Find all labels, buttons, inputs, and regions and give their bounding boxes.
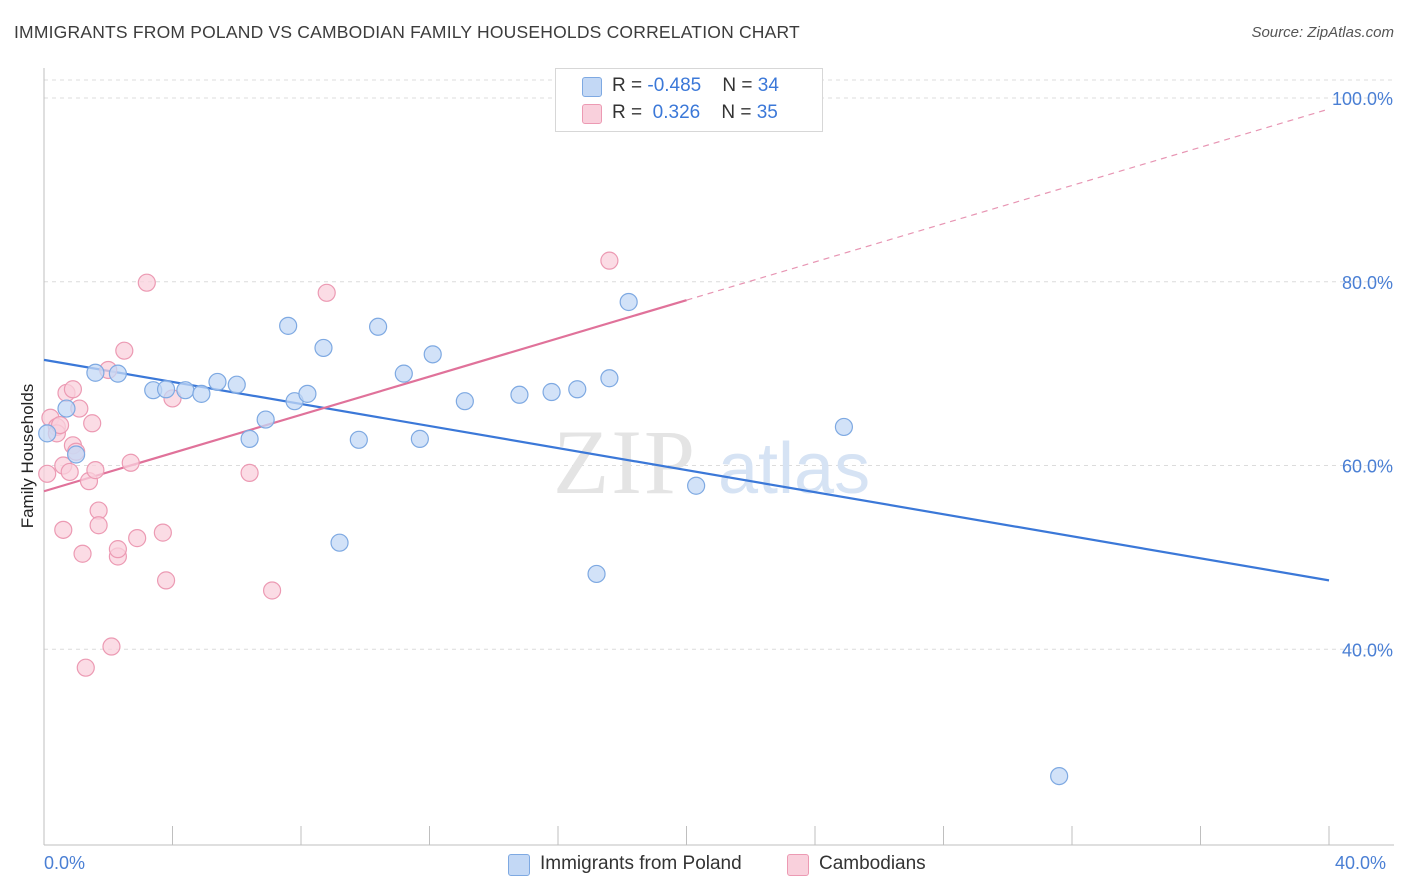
- legend-swatch-poland: [582, 77, 602, 97]
- legend-n-value-poland: 34: [757, 75, 779, 96]
- trend-line-poland: [43, 358, 1330, 582]
- data-point-poland: [256, 410, 275, 429]
- bottom-legend-swatch-poland: [508, 854, 530, 876]
- data-point-cambodians: [153, 523, 172, 542]
- legend-n-label: N =: [721, 102, 757, 123]
- data-point-cambodians: [50, 415, 70, 435]
- gridlines: [44, 79, 1394, 650]
- legend-r-label: R =: [612, 102, 648, 123]
- data-point-cambodians: [73, 544, 92, 563]
- y-tick-label: 60.0%: [1342, 457, 1393, 477]
- data-point-cambodians: [102, 637, 121, 656]
- data-point-cambodians: [262, 581, 282, 600]
- data-point-poland: [410, 429, 429, 448]
- bottom-legend-label-cambodians: Cambodians: [819, 853, 926, 874]
- data-point-cambodians: [89, 516, 108, 535]
- y-tick-labels: 40.0% 60.0% 80.0% 100.0%: [1332, 89, 1393, 660]
- data-point-poland: [542, 382, 561, 402]
- data-point-cambodians: [240, 463, 259, 482]
- data-point-poland: [67, 445, 86, 464]
- y-tick-label: 40.0%: [1342, 640, 1393, 660]
- data-point-cambodians: [38, 464, 57, 483]
- data-point-cambodians: [83, 414, 102, 433]
- points-cambodians: [38, 251, 619, 677]
- data-point-cambodians: [156, 571, 176, 590]
- data-point-poland: [108, 364, 127, 383]
- y-tick-label: 80.0%: [1342, 273, 1393, 293]
- legend-n-value-cambodians: 35: [756, 102, 778, 123]
- legend-r-value-poland: -0.485: [647, 75, 702, 96]
- trend-line-cambodians-extension: [686, 108, 1330, 301]
- data-point-poland: [57, 399, 76, 418]
- data-point-poland: [394, 364, 413, 383]
- watermark-zip: ZIP: [553, 411, 697, 513]
- source-label: Source: ZipAtlas.com: [1251, 24, 1394, 41]
- data-point-cambodians: [600, 251, 619, 270]
- data-point-cambodians: [121, 453, 140, 472]
- y-tick-label: 100.0%: [1332, 89, 1393, 109]
- legend-r-label: R =: [612, 75, 648, 96]
- axes: [43, 68, 1394, 846]
- points-poland: [38, 292, 1069, 786]
- data-point-poland: [38, 424, 57, 443]
- data-point-cambodians: [54, 520, 73, 539]
- data-point-poland: [192, 384, 211, 403]
- watermark-atlas: atlas: [718, 429, 870, 509]
- data-point-poland: [298, 384, 317, 403]
- data-point-poland: [208, 372, 227, 392]
- data-point-cambodians: [86, 461, 105, 480]
- data-point-poland: [176, 381, 195, 400]
- bottom-legend-label-poland: Immigrants from Poland: [540, 853, 742, 874]
- data-point-poland: [619, 292, 638, 312]
- data-point-poland: [834, 417, 854, 437]
- data-point-poland: [587, 564, 606, 584]
- legend-swatch-cambodians: [582, 104, 602, 124]
- data-point-poland: [279, 316, 298, 335]
- data-point-poland: [349, 430, 368, 449]
- trend-lines: [43, 108, 1330, 582]
- watermark: ZIP atlas: [553, 411, 870, 513]
- data-point-poland: [369, 317, 388, 336]
- data-point-poland: [156, 380, 176, 399]
- data-point-poland: [1050, 766, 1069, 786]
- x-tick-label-max: 40.0%: [1335, 853, 1386, 873]
- trend-line-cambodians: [43, 299, 687, 493]
- y-axis-label: Family Households: [18, 384, 37, 529]
- data-point-poland: [240, 429, 259, 448]
- legend-r-value-cambodians: 0.326: [647, 102, 701, 123]
- data-point-poland: [227, 375, 246, 394]
- data-point-cambodians: [137, 273, 156, 292]
- data-point-poland: [455, 392, 474, 411]
- data-point-poland: [330, 533, 349, 552]
- legend-n-label: N =: [722, 75, 758, 96]
- data-point-cambodians: [76, 658, 95, 677]
- x-tick-label-min: 0.0%: [44, 853, 85, 873]
- data-point-cambodians: [317, 283, 336, 302]
- correlation-legend: R = -0.485 N = 34 R = 0.326 N = 35: [555, 68, 823, 132]
- data-point-cambodians: [115, 341, 134, 360]
- bottom-legend-swatch-cambodians: [787, 854, 809, 876]
- data-point-poland: [423, 345, 442, 364]
- data-point-poland: [600, 369, 619, 388]
- data-point-poland: [314, 338, 333, 358]
- data-point-cambodians: [128, 529, 147, 548]
- data-point-cambodians: [108, 540, 127, 559]
- data-point-poland: [510, 385, 529, 404]
- chart-title: IMMIGRANTS FROM POLAND VS CAMBODIAN FAMI…: [14, 22, 800, 42]
- data-point-cambodians: [60, 462, 79, 482]
- data-point-poland: [86, 363, 105, 382]
- data-point-poland: [687, 476, 706, 495]
- data-point-cambodians: [63, 380, 83, 399]
- data-point-poland: [568, 380, 587, 399]
